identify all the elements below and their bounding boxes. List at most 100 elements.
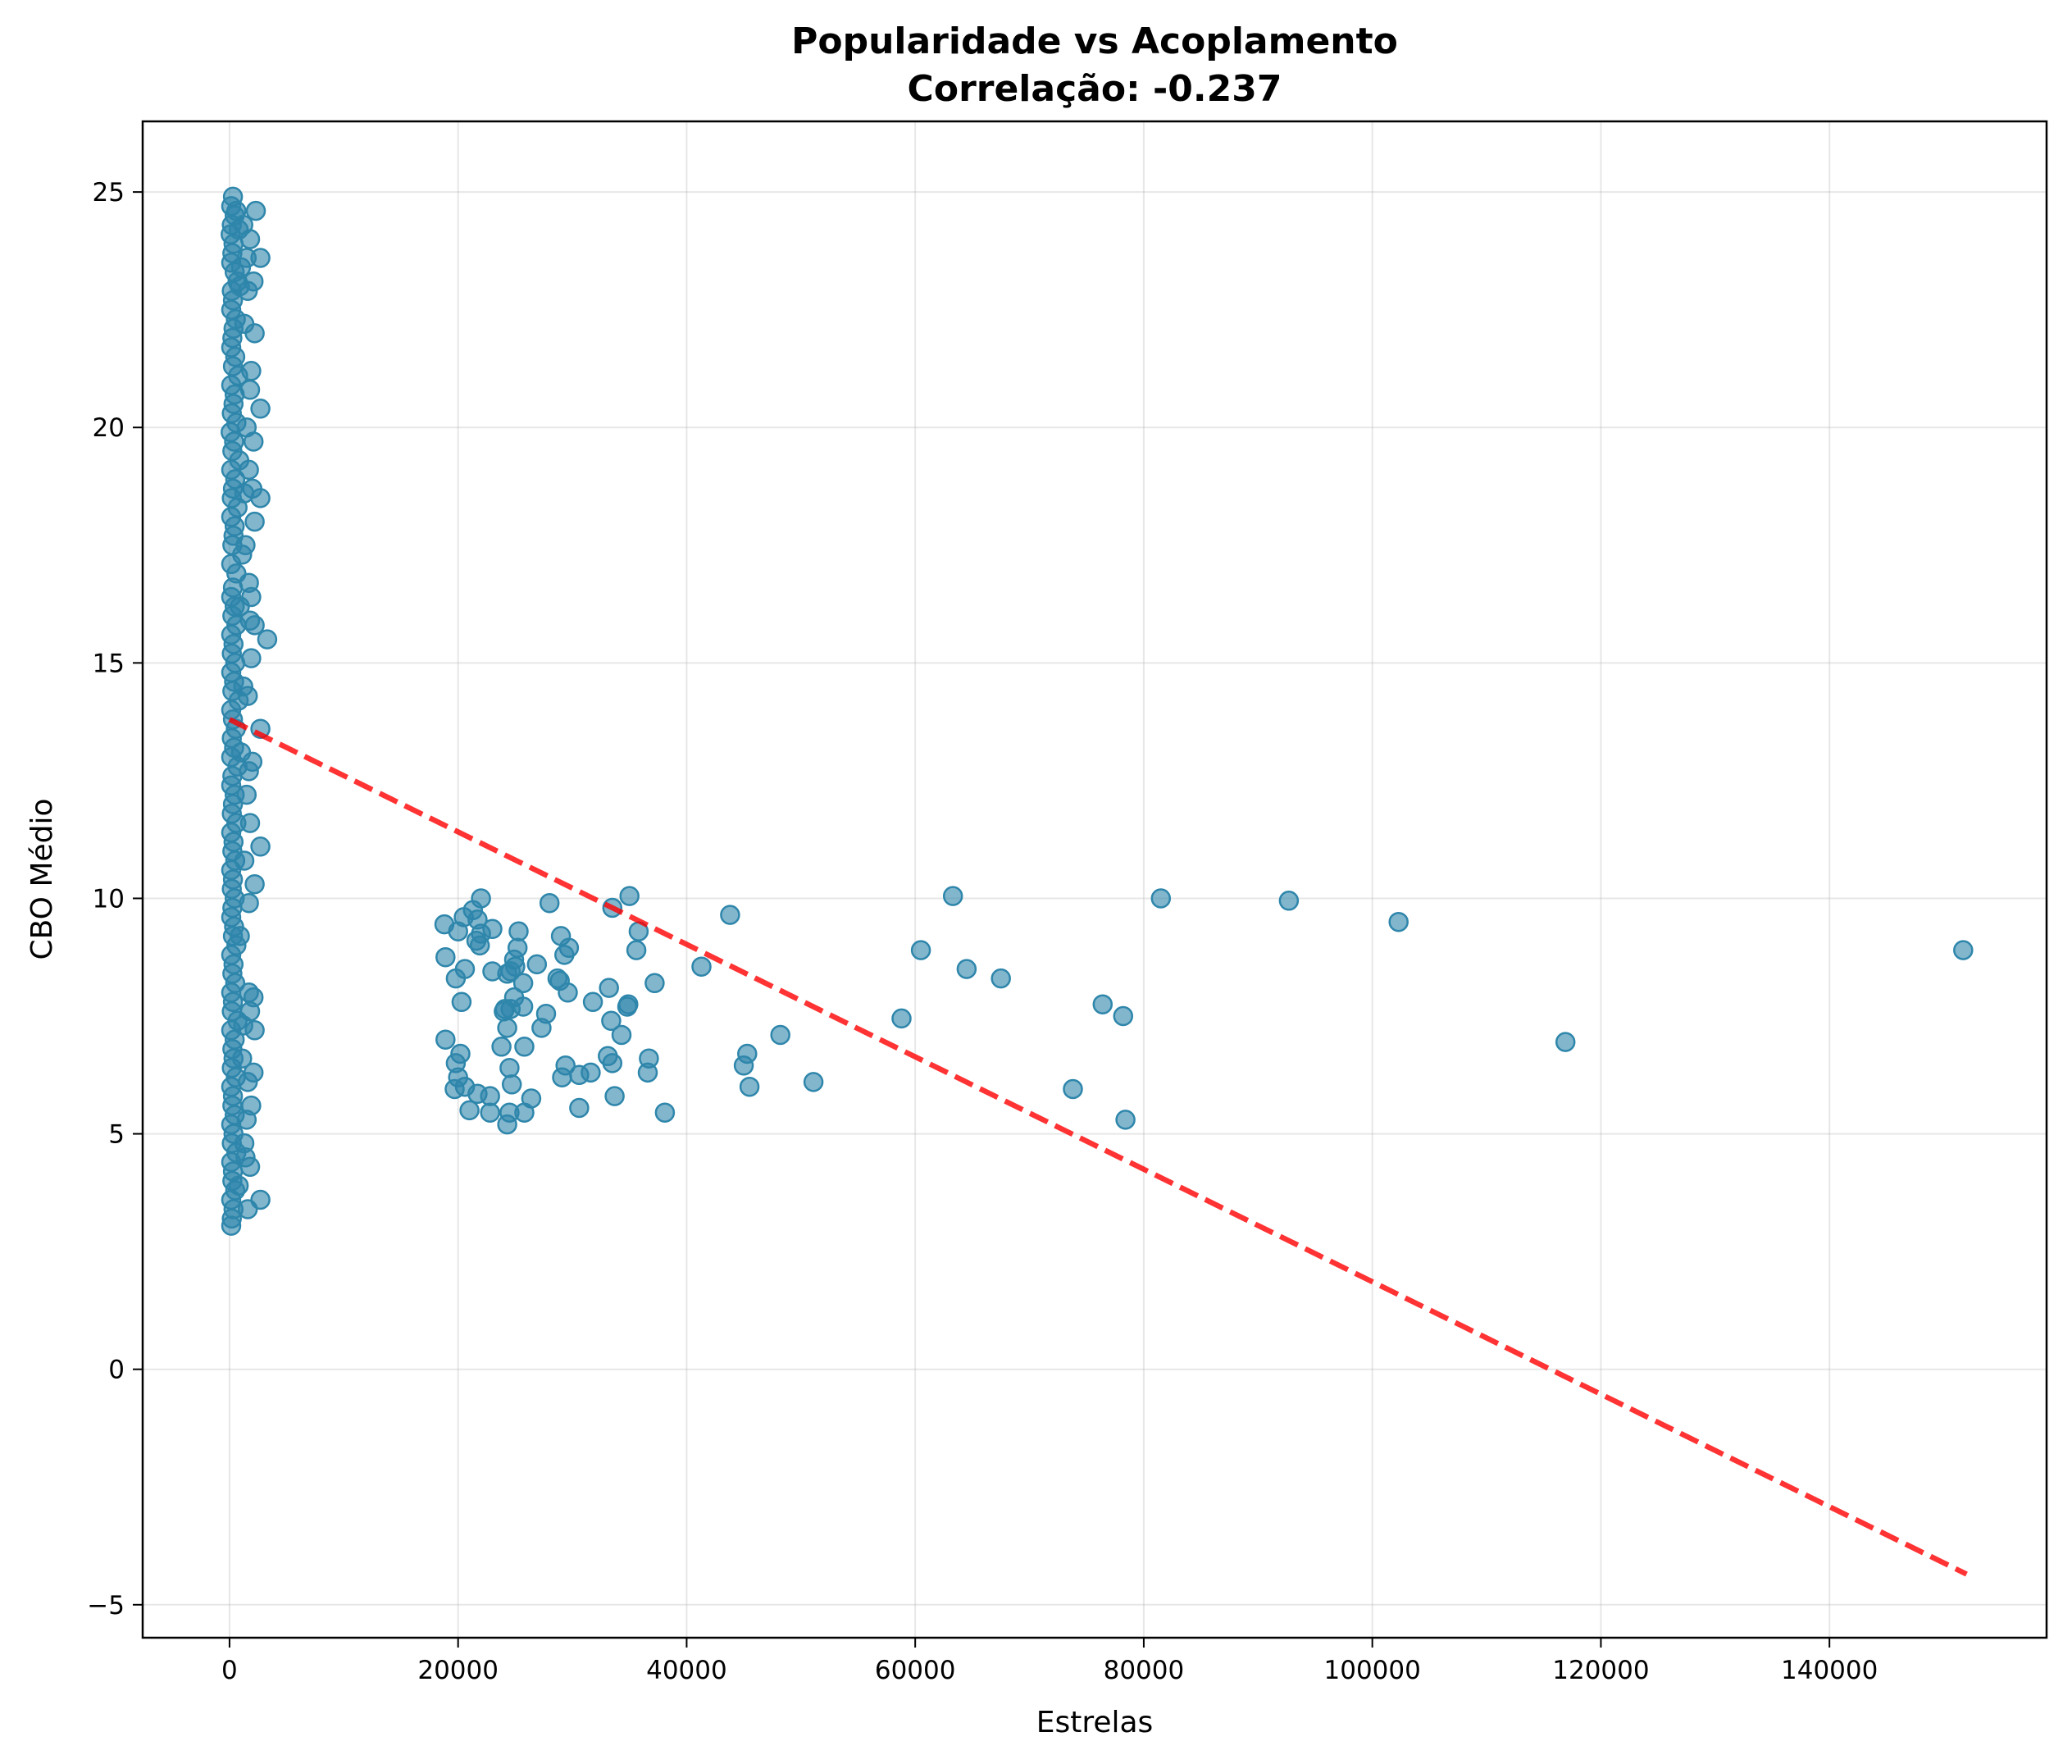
data-point <box>233 676 253 697</box>
data-point <box>1063 1078 1083 1100</box>
data-point <box>501 1074 522 1095</box>
data-point <box>235 1147 256 1168</box>
x-tick-label: 120000 <box>1552 1656 1649 1685</box>
data-point <box>497 1114 517 1135</box>
data-point <box>241 648 262 668</box>
data-point <box>910 940 931 960</box>
y-tick-label: 0 <box>108 1356 125 1385</box>
data-point <box>243 1062 264 1083</box>
data-point <box>250 836 271 857</box>
data-point <box>239 459 259 481</box>
data-point <box>233 215 253 235</box>
data-point <box>435 946 456 968</box>
data-point <box>237 280 258 301</box>
data-point <box>539 892 560 914</box>
data-point <box>499 1057 520 1078</box>
y-tick-label: 20 <box>93 413 125 443</box>
grid-lines <box>143 121 2047 1638</box>
data-point <box>611 1024 632 1046</box>
y-tick-label: −5 <box>87 1591 125 1620</box>
data-point <box>604 1086 625 1106</box>
data-point <box>526 954 548 975</box>
data-point <box>1092 994 1113 1014</box>
data-point <box>482 918 503 940</box>
data-point <box>469 935 490 956</box>
plot-frame <box>141 120 2048 1639</box>
data-point <box>239 892 259 914</box>
data-point <box>514 1037 535 1057</box>
trendline-layer <box>228 717 1968 1577</box>
data-point <box>448 921 468 941</box>
data-point <box>244 615 265 636</box>
data-point <box>232 1048 253 1069</box>
x-tick-label: 80000 <box>1104 1656 1185 1685</box>
data-point <box>228 1175 249 1196</box>
chart-subtitle: Correlação: -0.237 <box>908 68 1282 110</box>
data-point <box>739 1076 760 1097</box>
data-point <box>494 1001 514 1022</box>
data-point <box>644 973 665 994</box>
data-point <box>235 535 256 556</box>
data-point <box>236 248 257 268</box>
data-point <box>435 1029 456 1050</box>
data-point <box>531 1018 552 1038</box>
y-tick-label: 15 <box>93 649 125 678</box>
x-tick-label: 40000 <box>646 1656 727 1685</box>
data-point <box>1150 888 1172 909</box>
trendline <box>228 717 1968 1577</box>
data-point <box>491 1037 512 1057</box>
data-point <box>239 813 261 833</box>
data-point <box>1278 891 1300 911</box>
data-point <box>602 1053 623 1073</box>
data-point <box>241 361 262 381</box>
x-axis-ticks: 0 20000 40000 60000 80000 100000 120000 140000 <box>221 1638 1878 1685</box>
y-axis-label: CBO Médio <box>25 798 59 959</box>
data-point <box>244 323 265 344</box>
data-point <box>599 978 619 998</box>
data-point <box>619 886 640 906</box>
data-point <box>508 921 529 941</box>
data-point <box>617 996 638 1017</box>
data-point <box>558 982 578 1003</box>
data-point <box>236 1110 257 1130</box>
x-tick-label: 140000 <box>1781 1656 1878 1685</box>
data-point <box>237 1199 258 1219</box>
data-point <box>891 1008 912 1029</box>
data-point <box>720 905 740 925</box>
data-point <box>733 1055 754 1076</box>
data-points <box>221 186 1974 1236</box>
data-point <box>234 850 255 871</box>
chart-title: Popularidade vs Acoplamento <box>791 21 1398 62</box>
data-point <box>497 1018 517 1038</box>
x-tick-label: 100000 <box>1324 1656 1421 1685</box>
data-point <box>803 1072 824 1092</box>
data-point <box>221 1215 242 1236</box>
data-point <box>239 761 259 782</box>
y-axis-ticks: −5 0 5 10 15 20 25 <box>87 178 143 1620</box>
data-point <box>250 399 271 419</box>
data-point <box>230 742 252 763</box>
data-point <box>654 1102 676 1123</box>
data-point <box>1388 911 1409 932</box>
data-point <box>459 1100 480 1121</box>
data-point <box>244 873 265 895</box>
data-point <box>445 968 467 989</box>
x-tick-label: 0 <box>221 1656 238 1685</box>
data-point <box>691 956 712 977</box>
data-point <box>990 968 1011 989</box>
data-point <box>239 380 261 400</box>
data-point <box>1113 1005 1134 1027</box>
data-point <box>770 1024 790 1046</box>
data-point <box>637 1062 658 1083</box>
data-point <box>601 1010 622 1032</box>
data-point <box>956 959 977 979</box>
data-point <box>480 1102 500 1123</box>
data-point <box>230 926 250 946</box>
data-point <box>552 1067 572 1087</box>
data-point <box>451 991 472 1013</box>
data-point <box>233 1015 253 1036</box>
y-tick-label: 25 <box>93 178 125 207</box>
data-point <box>497 964 517 984</box>
